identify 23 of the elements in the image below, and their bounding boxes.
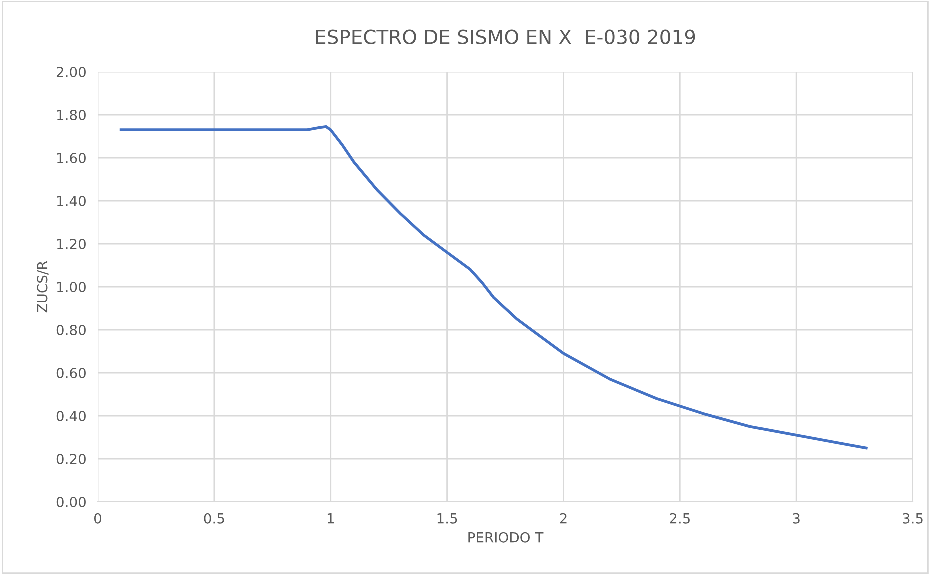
y-tick-label: 1.80 — [57, 110, 86, 120]
x-tick-label: 3.5 — [903, 513, 923, 524]
y-tick-label: 0.20 — [56, 454, 86, 464]
x-tick-label: 1.5 — [438, 514, 458, 524]
x-tick-label: 2.5 — [670, 513, 690, 524]
y-tick-label: 0.00 — [56, 496, 86, 508]
chart-title: ESPECTRO DE SISMO EN X E-030 2019 — [316, 30, 696, 44]
x-axis-title: PERIODO T — [468, 532, 544, 543]
x-tick-label: 3 — [793, 513, 800, 524]
y-tick-label: 1.00 — [57, 282, 86, 292]
x-tick-label: 0 — [94, 513, 102, 524]
y-axis-title: ZUCS/R — [37, 261, 49, 313]
x-tick-label: 1 — [328, 514, 334, 524]
y-tick-label: 0.60 — [56, 368, 86, 378]
x-tick-label: 2 — [560, 513, 567, 524]
y-tick-label: 1.20 — [57, 238, 86, 250]
line-series — [120, 125, 868, 450]
y-tick-label: 1.40 — [57, 196, 86, 206]
x-tick-label: 0.5 — [204, 513, 224, 524]
y-tick-label: 2.00 — [56, 66, 86, 78]
y-tick-label: 1.60 — [57, 152, 86, 164]
y-tick-label: 0.80 — [56, 324, 86, 336]
y-tick-label: 0.40 — [56, 410, 86, 422]
